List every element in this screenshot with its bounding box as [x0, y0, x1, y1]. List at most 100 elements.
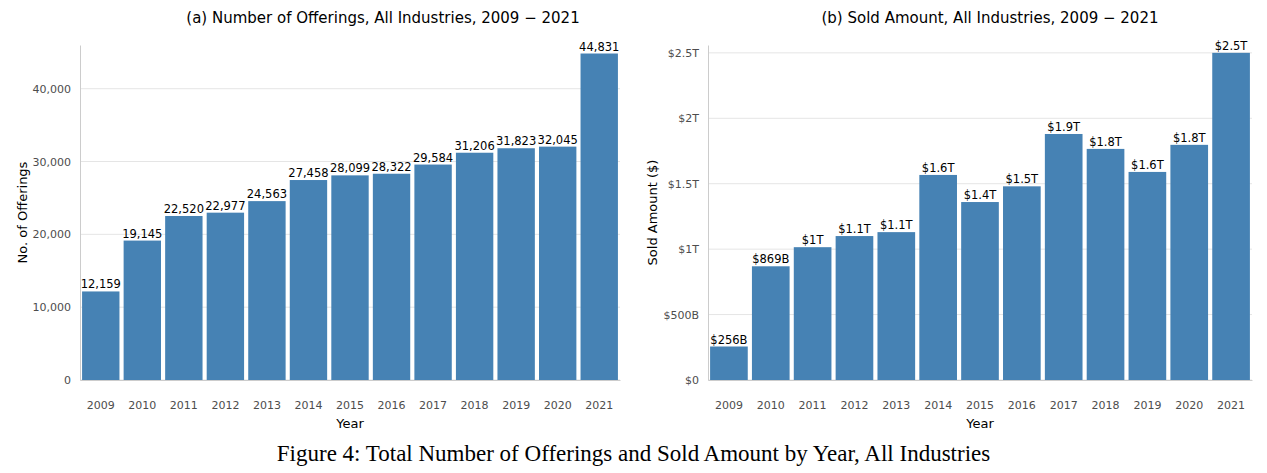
y-tick: 0 [64, 374, 80, 387]
y-tick-label: $2T [678, 112, 699, 125]
bar [1212, 53, 1250, 380]
grid [708, 53, 1252, 380]
data-label: $1.9T [1047, 120, 1081, 134]
data-label: 29,584 [413, 151, 453, 165]
x-tick: 2016 [378, 380, 406, 412]
data-label: 12,159 [81, 277, 121, 291]
y-tick: 40,000 [33, 83, 81, 96]
x-tick-label: 2012 [211, 399, 239, 412]
x-axis: 2009201020112012201320142015201620172018… [709, 380, 1253, 412]
data-label: $869B [752, 252, 789, 266]
bar [877, 232, 915, 380]
y-axis-line [708, 46, 709, 381]
x-tick: 2016 [1008, 380, 1036, 412]
bar [836, 236, 874, 380]
data-label: $1.8T [1089, 135, 1123, 149]
x-tick-label: 2021 [1217, 399, 1245, 412]
bar [497, 148, 534, 380]
y-tick: 20,000 [33, 228, 81, 241]
data-label: 24,563 [247, 187, 287, 201]
bar [794, 247, 832, 380]
x-tick: 2013 [882, 380, 910, 412]
bar [456, 153, 493, 380]
grid-line [708, 118, 1252, 119]
bar [290, 180, 327, 380]
y-axis: $0$500B$1T$1.5T$2T$2.5T [663, 46, 708, 388]
x-tick: 2018 [461, 380, 489, 412]
data-label: 22,977 [205, 199, 245, 213]
chart-panel: 12,15919,14522,52022,97724,56327,45828,0… [15, 9, 621, 431]
x-tick: 2019 [1133, 380, 1161, 412]
x-tick-label: 2014 [924, 399, 952, 412]
y-tick-label: 20,000 [33, 228, 72, 241]
data-label: 31,206 [454, 139, 494, 153]
figure-caption: Figure 4: Total Number of Offerings and … [277, 441, 990, 466]
x-tick-label: 2018 [1092, 399, 1120, 412]
x-tick-label: 2019 [502, 399, 530, 412]
bars [710, 53, 1250, 380]
bar [331, 175, 368, 380]
x-tick: 2014 [294, 380, 322, 412]
y-tick-label: $2.5T [668, 47, 699, 60]
data-label: 31,823 [496, 134, 536, 148]
data-label: 19,145 [122, 227, 162, 241]
x-tick-label: 2016 [378, 399, 406, 412]
x-tick-label: 2010 [757, 399, 785, 412]
y-tick-label: $0 [685, 374, 699, 387]
x-tick-label: 2017 [419, 399, 447, 412]
chart-title: (b) Sold Amount, All Industries, 2009 − … [821, 9, 1158, 27]
chart-title: (a) Number of Offerings, All Industries,… [186, 9, 579, 27]
x-tick: 2011 [799, 380, 827, 412]
x-tick: 2012 [840, 380, 868, 412]
x-axis-title: Year [335, 416, 364, 431]
x-tick-label: 2013 [253, 399, 281, 412]
x-tick-label: 2017 [1050, 399, 1078, 412]
x-tick: 2021 [1217, 380, 1245, 412]
data-label: $1.4T [964, 188, 998, 202]
x-tick: 2012 [211, 380, 239, 412]
data-label: $1.1T [880, 218, 914, 232]
x-tick: 2017 [419, 380, 447, 412]
x-tick: 2021 [585, 380, 613, 412]
x-tick-label: 2015 [336, 399, 364, 412]
bar [539, 147, 576, 380]
x-tick-label: 2009 [715, 399, 743, 412]
bar [961, 202, 999, 380]
x-tick-label: 2011 [799, 399, 827, 412]
y-tick: $500B [663, 309, 708, 322]
x-tick: 2015 [336, 380, 364, 412]
y-tick: $0 [685, 374, 708, 387]
bar [373, 174, 410, 380]
x-tick: 2019 [502, 380, 530, 412]
x-tick-label: 2018 [461, 399, 489, 412]
data-label: 44,831 [579, 40, 619, 54]
bar [207, 213, 244, 380]
x-tick: 2011 [170, 380, 198, 412]
x-axis: 2009201020112012201320142015201620172018… [81, 380, 621, 412]
x-axis-line [709, 380, 1253, 381]
chart-panel: $256B$869B$1T$1.1T$1.1T$1.6T$1.4T$1.5T$1… [645, 9, 1253, 431]
x-axis-title: Year [965, 416, 994, 431]
x-tick-label: 2014 [294, 399, 322, 412]
x-tick: 2009 [87, 380, 115, 412]
x-tick: 2010 [757, 380, 785, 412]
x-tick-label: 2021 [585, 399, 613, 412]
data-label: $1.8T [1173, 131, 1207, 145]
bar [1129, 172, 1167, 380]
figure: 12,15919,14522,52022,97724,56327,45828,0… [0, 0, 1267, 473]
x-tick: 2014 [924, 380, 952, 412]
x-tick: 2020 [544, 380, 572, 412]
y-tick: $2T [678, 112, 708, 125]
data-label: $1.6T [1131, 158, 1165, 172]
grid-line [708, 52, 1252, 53]
bar [124, 241, 161, 380]
bar [82, 291, 119, 380]
x-tick: 2020 [1175, 380, 1203, 412]
x-tick-label: 2016 [1008, 399, 1036, 412]
bar [1170, 145, 1208, 380]
x-tick-label: 2013 [882, 399, 910, 412]
data-label: $1.1T [838, 222, 872, 236]
y-tick-label: 10,000 [33, 301, 72, 314]
x-tick-label: 2011 [170, 399, 198, 412]
bar [752, 266, 790, 380]
